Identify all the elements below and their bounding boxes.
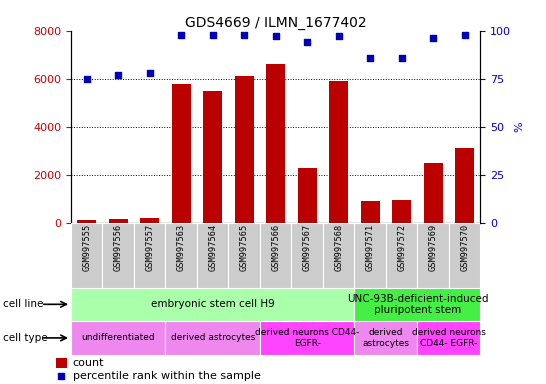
- Point: [429, 35, 437, 41]
- Text: embryonic stem cell H9: embryonic stem cell H9: [151, 299, 275, 310]
- Bar: [228, 223, 260, 288]
- Text: derived neurons CD44-
EGFR-: derived neurons CD44- EGFR-: [255, 328, 359, 348]
- Text: GSM997565: GSM997565: [240, 224, 249, 271]
- Bar: [203, 91, 222, 223]
- Text: undifferentiated: undifferentiated: [81, 333, 155, 343]
- Bar: [165, 321, 260, 355]
- Text: GSM997564: GSM997564: [208, 224, 217, 271]
- Text: cell type: cell type: [3, 333, 48, 343]
- Bar: [298, 167, 317, 223]
- Title: GDS4669 / ILMN_1677402: GDS4669 / ILMN_1677402: [185, 16, 366, 30]
- Text: GSM997563: GSM997563: [177, 224, 186, 271]
- Point: [57, 372, 66, 379]
- Bar: [71, 288, 354, 321]
- Bar: [354, 223, 386, 288]
- Bar: [140, 218, 159, 223]
- Bar: [71, 321, 165, 355]
- Text: GSM997567: GSM997567: [302, 224, 312, 271]
- Text: count: count: [73, 358, 104, 368]
- Point: [145, 70, 154, 76]
- Bar: [418, 223, 449, 288]
- Point: [209, 31, 217, 38]
- Text: derived neurons
CD44- EGFR-: derived neurons CD44- EGFR-: [412, 328, 486, 348]
- Bar: [266, 65, 285, 223]
- Text: UNC-93B-deficient-induced
pluripotent stem: UNC-93B-deficient-induced pluripotent st…: [347, 293, 488, 315]
- Text: GSM997572: GSM997572: [397, 224, 406, 271]
- Point: [366, 55, 375, 61]
- Point: [177, 31, 186, 38]
- Bar: [354, 321, 418, 355]
- Bar: [71, 223, 103, 288]
- Text: GSM997570: GSM997570: [460, 224, 469, 271]
- Bar: [172, 84, 191, 223]
- Text: GSM997569: GSM997569: [429, 224, 438, 271]
- Bar: [418, 321, 480, 355]
- Text: derived astrocytes: derived astrocytes: [170, 333, 255, 343]
- Point: [460, 31, 469, 38]
- Text: GSM997571: GSM997571: [366, 224, 375, 271]
- Bar: [134, 223, 165, 288]
- Bar: [455, 148, 474, 223]
- Text: GSM997566: GSM997566: [271, 224, 280, 271]
- Bar: [56, 358, 67, 369]
- Y-axis label: %: %: [514, 121, 524, 132]
- Point: [114, 72, 123, 78]
- Text: cell line: cell line: [3, 299, 43, 310]
- Text: GSM997557: GSM997557: [145, 224, 154, 271]
- Bar: [292, 223, 323, 288]
- Bar: [235, 76, 254, 223]
- Point: [397, 55, 406, 61]
- Bar: [329, 81, 348, 223]
- Bar: [78, 220, 96, 223]
- Point: [334, 33, 343, 40]
- Bar: [109, 219, 128, 223]
- Text: GSM997568: GSM997568: [334, 224, 343, 271]
- Bar: [354, 288, 480, 321]
- Point: [240, 31, 248, 38]
- Bar: [424, 163, 443, 223]
- Text: derived
astrocytes: derived astrocytes: [363, 328, 410, 348]
- Point: [82, 76, 91, 82]
- Bar: [323, 223, 354, 288]
- Bar: [165, 223, 197, 288]
- Bar: [260, 223, 292, 288]
- Bar: [386, 223, 418, 288]
- Bar: [392, 200, 411, 223]
- Bar: [449, 223, 480, 288]
- Bar: [103, 223, 134, 288]
- Bar: [361, 201, 379, 223]
- Text: percentile rank within the sample: percentile rank within the sample: [73, 371, 260, 381]
- Text: GSM997556: GSM997556: [114, 224, 123, 271]
- Point: [303, 39, 312, 45]
- Text: GSM997555: GSM997555: [82, 224, 91, 271]
- Point: [271, 33, 280, 40]
- Bar: [197, 223, 228, 288]
- Bar: [260, 321, 354, 355]
